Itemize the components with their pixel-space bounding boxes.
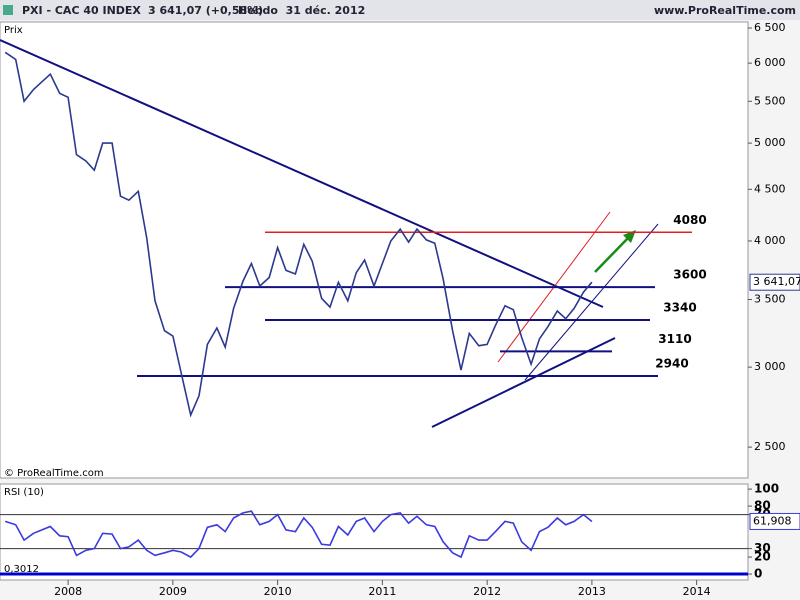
y-tick-label: 0 (754, 567, 762, 581)
arrow-head (623, 230, 636, 243)
rsi-title: RSI (10) (4, 487, 44, 498)
series-line (4, 51, 593, 418)
trend-line (431, 337, 616, 428)
x-tick-label: 2011 (368, 585, 396, 598)
price-panel (0, 21, 749, 479)
y-tick-label: 3 000 (754, 360, 786, 373)
y-tick-label: 4 000 (754, 234, 786, 247)
y-tick-label: 80 (754, 499, 771, 513)
axis-label: Prix (4, 25, 23, 36)
x-tick-label: 2008 (54, 585, 82, 598)
last-value-box (749, 273, 800, 291)
level-label: 3110 (658, 332, 691, 346)
header-bar (0, 0, 800, 20)
rsi-note: 0,3012 (4, 564, 39, 575)
site: www.ProRealTime.com (654, 4, 796, 17)
last-value-label: 61,908 (753, 514, 792, 527)
x-tick-label: 2012 (473, 585, 501, 598)
level-label: 3600 (673, 268, 706, 282)
x-tick-label: 2009 (159, 585, 187, 598)
y-tick-label: 3 500 (754, 293, 786, 306)
y-tick-label: 20 (754, 550, 771, 564)
level-label: 3340 (663, 301, 696, 315)
y-tick-label: 6 000 (754, 56, 786, 69)
quote: 3 641,07 (+0,58%) (148, 4, 263, 17)
symbol: PXI - CAC 40 INDEX (22, 4, 141, 17)
arrow (594, 235, 631, 273)
y-tick-label: 2 500 (754, 440, 786, 453)
level-label: 4080 (673, 213, 706, 227)
icon (3, 5, 13, 15)
last-value-box (749, 512, 800, 530)
y-tick-label: 5 500 (754, 94, 786, 107)
series-line (4, 510, 593, 559)
x-tick-label: 2010 (264, 585, 292, 598)
credit: © ProRealTime.com (4, 468, 104, 479)
x-tick-label: 2013 (578, 585, 606, 598)
y-tick-label: 100 (754, 482, 779, 496)
y-tick-label: 4 500 (754, 182, 786, 195)
y-tick-label: 30 (754, 541, 771, 555)
y-tick-label: 6 500 (754, 21, 786, 34)
period: Hebdo 31 déc. 2012 (238, 4, 365, 17)
last-value-label: 3 641,07 (753, 275, 800, 288)
trend-line (0, 39, 604, 308)
x-tick-label: 2014 (683, 585, 711, 598)
level-label: 2940 (655, 357, 688, 371)
y-tick-label: 5 000 (754, 136, 786, 149)
channel-line (524, 223, 659, 381)
